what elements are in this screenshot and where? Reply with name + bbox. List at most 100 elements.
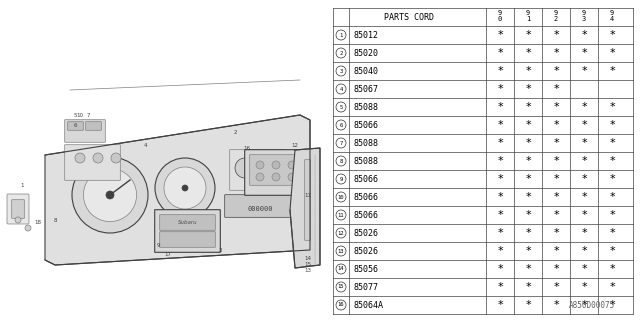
Text: *: *: [609, 300, 615, 310]
Text: *: *: [525, 138, 531, 148]
Text: 85066: 85066: [354, 193, 379, 202]
Text: 85088: 85088: [354, 156, 379, 165]
Text: 7: 7: [86, 113, 90, 117]
Circle shape: [336, 120, 346, 130]
Text: *: *: [581, 264, 587, 274]
Circle shape: [336, 246, 346, 256]
Text: *: *: [553, 120, 559, 130]
Circle shape: [260, 158, 280, 178]
Circle shape: [256, 173, 264, 181]
Circle shape: [288, 161, 296, 169]
Text: *: *: [497, 228, 503, 238]
Text: *: *: [581, 30, 587, 40]
Circle shape: [272, 173, 280, 181]
Text: 16: 16: [243, 146, 250, 150]
Text: 10: 10: [77, 113, 83, 117]
Text: *: *: [525, 66, 531, 76]
Text: *: *: [553, 84, 559, 94]
Text: 85066: 85066: [354, 174, 379, 183]
Text: 85026: 85026: [354, 246, 379, 255]
Text: *: *: [497, 30, 503, 40]
Text: 7: 7: [339, 140, 342, 146]
Text: 16: 16: [338, 302, 344, 308]
Text: *: *: [525, 228, 531, 238]
Text: 1: 1: [20, 182, 24, 188]
Text: 12: 12: [291, 142, 298, 148]
Text: 5: 5: [339, 105, 342, 109]
Circle shape: [336, 192, 346, 202]
Text: *: *: [525, 120, 531, 130]
Circle shape: [256, 161, 264, 169]
Text: *: *: [497, 66, 503, 76]
Circle shape: [336, 156, 346, 166]
Text: *: *: [553, 174, 559, 184]
Text: 85056: 85056: [354, 265, 379, 274]
Text: *: *: [497, 174, 503, 184]
Text: 4: 4: [339, 86, 342, 92]
Circle shape: [336, 138, 346, 148]
Text: 17: 17: [164, 252, 172, 258]
Text: *: *: [497, 120, 503, 130]
Text: *: *: [497, 210, 503, 220]
Text: *: *: [497, 300, 503, 310]
Text: 9
4: 9 4: [610, 10, 614, 22]
Circle shape: [272, 161, 280, 169]
Text: 9
1: 9 1: [526, 10, 530, 22]
Circle shape: [93, 153, 103, 163]
Text: *: *: [525, 84, 531, 94]
Text: 9: 9: [156, 243, 160, 247]
Text: 4: 4: [143, 142, 147, 148]
Text: 12: 12: [338, 230, 344, 236]
Text: *: *: [609, 156, 615, 166]
Text: 5: 5: [73, 113, 77, 117]
Text: 3: 3: [339, 68, 342, 74]
FancyBboxPatch shape: [225, 195, 295, 217]
Text: A850D00075: A850D00075: [569, 301, 615, 310]
Text: *: *: [525, 192, 531, 202]
Text: 85067: 85067: [354, 84, 379, 93]
FancyBboxPatch shape: [250, 155, 300, 185]
Text: 14: 14: [338, 267, 344, 271]
Text: 85064A: 85064A: [354, 300, 384, 309]
Text: 6: 6: [73, 123, 77, 127]
Text: *: *: [497, 264, 503, 274]
Circle shape: [182, 185, 188, 191]
Text: 85026: 85026: [354, 228, 379, 237]
Circle shape: [235, 158, 255, 178]
Text: Subaru: Subaru: [178, 220, 198, 225]
Text: *: *: [609, 246, 615, 256]
Text: *: *: [553, 210, 559, 220]
Text: *: *: [581, 228, 587, 238]
Text: *: *: [497, 138, 503, 148]
Text: *: *: [497, 282, 503, 292]
Text: 85012: 85012: [354, 30, 379, 39]
Text: *: *: [609, 192, 615, 202]
Text: *: *: [553, 102, 559, 112]
Circle shape: [336, 66, 346, 76]
Text: *: *: [581, 282, 587, 292]
Text: *: *: [581, 174, 587, 184]
Circle shape: [336, 48, 346, 58]
Circle shape: [336, 210, 346, 220]
Text: 6: 6: [339, 123, 342, 127]
Text: *: *: [581, 66, 587, 76]
Text: *: *: [581, 300, 587, 310]
Text: *: *: [581, 192, 587, 202]
Text: 10: 10: [338, 195, 344, 199]
Text: *: *: [581, 138, 587, 148]
Text: *: *: [497, 48, 503, 58]
Text: *: *: [553, 282, 559, 292]
Text: 85020: 85020: [354, 49, 379, 58]
Text: *: *: [553, 192, 559, 202]
Text: *: *: [525, 156, 531, 166]
FancyBboxPatch shape: [12, 200, 24, 218]
FancyBboxPatch shape: [68, 122, 83, 130]
Text: *: *: [497, 156, 503, 166]
Circle shape: [15, 217, 21, 223]
Text: *: *: [553, 156, 559, 166]
FancyBboxPatch shape: [230, 150, 285, 190]
Circle shape: [336, 300, 346, 310]
Polygon shape: [45, 115, 310, 265]
Text: 85040: 85040: [354, 67, 379, 76]
Text: *: *: [553, 138, 559, 148]
